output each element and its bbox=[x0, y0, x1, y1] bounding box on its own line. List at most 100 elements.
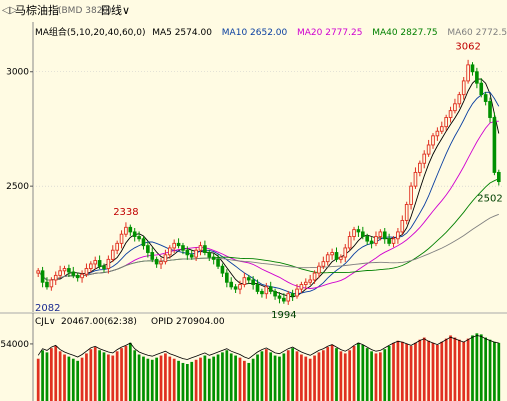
candle-body bbox=[470, 64, 475, 73]
candle-body bbox=[45, 281, 49, 288]
volume-bar bbox=[370, 351, 373, 401]
candle-body bbox=[396, 231, 400, 240]
candle-body bbox=[189, 254, 194, 258]
volume-bar bbox=[418, 339, 422, 401]
candle-body bbox=[347, 236, 352, 249]
volume-bar bbox=[80, 357, 84, 401]
candle-body bbox=[453, 103, 457, 112]
candle-body bbox=[290, 293, 295, 297]
arrows-left-right-icon[interactable]: ◁▷ bbox=[2, 5, 18, 16]
volume-bar bbox=[172, 358, 176, 401]
candle-body bbox=[492, 117, 497, 173]
candle-body bbox=[198, 245, 203, 251]
candle-body bbox=[75, 274, 80, 279]
volume-bar bbox=[67, 356, 71, 401]
volume-bar bbox=[58, 351, 62, 401]
volume-bar bbox=[392, 342, 395, 401]
period-selector[interactable]: 日线∨ bbox=[100, 4, 131, 17]
candle-body bbox=[150, 252, 155, 260]
candle-body bbox=[172, 242, 176, 249]
candle-body bbox=[466, 64, 470, 82]
candle-body bbox=[132, 231, 137, 237]
volume-bar bbox=[150, 359, 154, 401]
candle-body bbox=[339, 256, 343, 260]
candle-body bbox=[233, 286, 238, 290]
candle-body bbox=[53, 274, 58, 281]
volume-legend-label: CJL∨ bbox=[35, 317, 56, 327]
price-annotation: 3062 bbox=[455, 42, 480, 53]
volume-bar bbox=[264, 349, 268, 401]
candle-body bbox=[185, 249, 190, 256]
volume-bar bbox=[207, 358, 211, 401]
candle-body bbox=[299, 284, 304, 290]
volume-bar bbox=[387, 346, 391, 401]
candle-body bbox=[273, 290, 277, 297]
volume-bar bbox=[436, 344, 439, 401]
candle-body bbox=[251, 279, 255, 285]
volume-bar bbox=[260, 351, 264, 401]
candle-body bbox=[146, 245, 150, 253]
candle-body bbox=[295, 288, 299, 297]
instrument-title[interactable]: 马棕油指 bbox=[15, 4, 59, 17]
volume-bar bbox=[203, 355, 207, 401]
candle-body bbox=[246, 277, 251, 281]
volume-bar bbox=[440, 341, 444, 401]
candle-body bbox=[260, 290, 264, 295]
candle-body bbox=[80, 273, 84, 279]
volume-bar bbox=[379, 352, 382, 401]
volume-bar bbox=[374, 353, 378, 401]
candle-body bbox=[369, 240, 374, 244]
candle-body bbox=[435, 130, 440, 137]
candle-body bbox=[343, 247, 348, 258]
volume-bar bbox=[304, 356, 308, 401]
candle-body bbox=[141, 238, 146, 247]
volume-bar bbox=[330, 344, 334, 401]
volume-bar bbox=[453, 337, 457, 401]
candle-body bbox=[387, 238, 391, 244]
volume-bar bbox=[308, 358, 312, 401]
candle-body bbox=[203, 245, 207, 253]
candle-body bbox=[400, 220, 405, 233]
open-interest-line bbox=[37, 335, 499, 360]
candle-body bbox=[334, 252, 339, 260]
ma-legend-item: MA60 2772.53 bbox=[447, 28, 507, 38]
volume-bar bbox=[168, 356, 172, 401]
candle-body bbox=[71, 271, 76, 276]
volume-bar bbox=[54, 346, 58, 401]
candle-body bbox=[461, 80, 466, 96]
chart-header: ◁▷ 马棕油指 (BMD 3820) 日线∨ bbox=[0, 0, 507, 22]
volume-bar bbox=[146, 358, 150, 401]
volume-bar bbox=[269, 352, 273, 401]
candle-body bbox=[124, 226, 128, 235]
candlestick-chart: 3000 2500 MA组合(5,10,20,40,60,0) MA5 2574.00… bbox=[0, 22, 507, 401]
candle-body bbox=[496, 171, 501, 183]
volume-bar bbox=[400, 341, 404, 401]
candle-body bbox=[365, 236, 370, 242]
candle-body bbox=[220, 265, 225, 274]
candle-body bbox=[207, 252, 212, 258]
instrument-code: (BMD 3820) bbox=[58, 6, 112, 16]
candle-body bbox=[102, 265, 106, 269]
ma-legend-item: MA20 2777.25 bbox=[297, 28, 362, 38]
volume-bar bbox=[243, 360, 246, 401]
volume-bar bbox=[383, 349, 387, 401]
volume-bar bbox=[317, 352, 321, 401]
candle-body bbox=[110, 249, 115, 260]
volume-bar bbox=[85, 353, 88, 401]
volume-bar bbox=[291, 348, 294, 401]
volume-bar bbox=[194, 359, 198, 401]
candle-body bbox=[413, 171, 418, 187]
candle-body bbox=[457, 94, 462, 105]
volume-bar bbox=[295, 351, 299, 401]
volume-bar bbox=[247, 362, 251, 401]
volume-bar bbox=[221, 352, 224, 401]
candle-body bbox=[89, 263, 93, 269]
volume-bar bbox=[414, 342, 417, 401]
volume-bar bbox=[107, 354, 110, 401]
volume-bar bbox=[251, 358, 255, 401]
volume-bar bbox=[396, 340, 400, 401]
volume-bar bbox=[488, 339, 492, 401]
candle-body bbox=[352, 229, 356, 237]
candle-body bbox=[62, 268, 67, 272]
volume-bar bbox=[120, 348, 123, 401]
